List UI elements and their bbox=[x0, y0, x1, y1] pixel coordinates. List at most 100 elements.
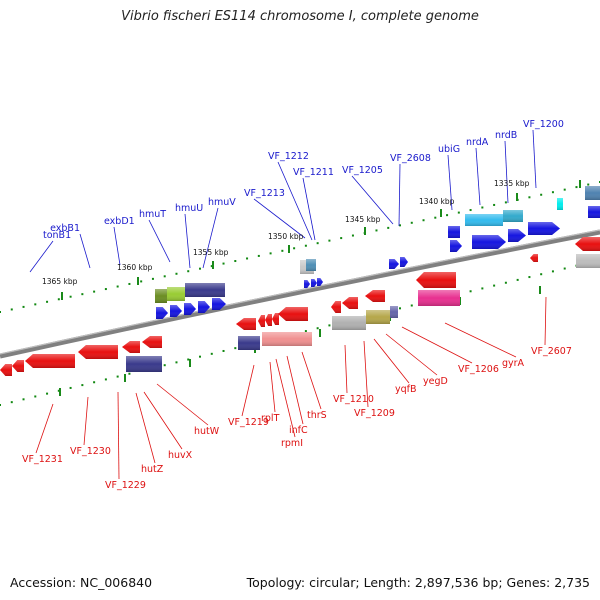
reverse-gene-arrow-shade bbox=[78, 345, 118, 359]
forward-gene-label: exbB1 bbox=[50, 223, 80, 234]
upper-ruler-dot bbox=[351, 234, 354, 237]
upper-ruler-dot bbox=[434, 216, 437, 219]
upper-ruler-dot bbox=[375, 229, 378, 232]
reverse-gene-arrow-shade bbox=[265, 314, 272, 326]
feature-block-shade bbox=[465, 214, 503, 226]
upper-ruler-dot bbox=[328, 239, 331, 242]
forward-leader-line bbox=[475, 147, 481, 206]
scale-label: 1345 kbp bbox=[345, 215, 381, 224]
forward-leader-line bbox=[148, 219, 171, 263]
feature-block-shade bbox=[167, 287, 185, 301]
upper-ruler-dot bbox=[128, 282, 131, 285]
reverse-gene-arrow-shade bbox=[0, 364, 12, 376]
lower-ruler-dot bbox=[516, 278, 519, 281]
upper-ruler-dot bbox=[234, 260, 237, 263]
reverse-leader-line bbox=[401, 326, 473, 364]
label-leaders bbox=[29, 129, 547, 480]
reverse-gene-label: thrS bbox=[307, 410, 327, 421]
lower-ruler-dot bbox=[175, 361, 178, 364]
upper-ruler-dot bbox=[399, 224, 401, 227]
forward-leader-line bbox=[398, 163, 401, 227]
upper-ruler-dot bbox=[469, 209, 472, 212]
lower-ruler-dot bbox=[504, 281, 507, 284]
forward-gene-arrow-shade bbox=[317, 278, 323, 286]
backbone-highlight bbox=[0, 229, 600, 355]
upper-ruler-dot bbox=[210, 265, 213, 268]
forward-leader-line bbox=[184, 213, 191, 269]
reverse-leader-line bbox=[444, 322, 517, 358]
upper-ruler-dot bbox=[22, 305, 25, 308]
forward-gene-arrow-shade bbox=[448, 226, 460, 238]
forward-gene-label: VF_1212 bbox=[268, 151, 309, 162]
genome-summary: Topology: circular; Length: 2,897,536 bp… bbox=[246, 575, 590, 590]
reverse-gene-label: rplT bbox=[261, 413, 280, 424]
lower-ruler-dot bbox=[34, 395, 37, 398]
feature-block-shade bbox=[557, 198, 563, 210]
reverse-leader-line bbox=[143, 391, 183, 450]
reverse-leader-line bbox=[286, 355, 304, 425]
forward-leader-line bbox=[277, 161, 313, 241]
forward-gene-arrow-shade bbox=[528, 222, 560, 235]
reverse-gene-label: yqfB bbox=[395, 384, 417, 395]
forward-gene-label: VF_1211 bbox=[293, 167, 334, 178]
feature-block-shade bbox=[306, 259, 316, 271]
feature-block-shade bbox=[262, 332, 312, 346]
reverse-gene-label: hutW bbox=[194, 426, 220, 437]
scale-label: 1360 kbp bbox=[117, 263, 153, 272]
forward-gene-label: VF_1213 bbox=[244, 188, 285, 199]
upper-ruler-dot bbox=[199, 267, 201, 270]
feature-block-shade bbox=[418, 290, 460, 306]
upper-ruler-dot bbox=[340, 237, 343, 240]
upper-ruler-dot bbox=[116, 285, 119, 288]
lower-ruler-dot bbox=[69, 386, 72, 389]
forward-gene-arrow-shade bbox=[400, 257, 408, 267]
forward-gene-label: nrdA bbox=[466, 137, 489, 148]
upper-ruler-dot bbox=[57, 298, 60, 301]
lower-ruler-dot bbox=[469, 290, 472, 293]
lower-ruler-dot bbox=[57, 389, 60, 392]
reverse-gene-arrow-shade bbox=[25, 354, 75, 368]
reverse-gene-arrow-shade bbox=[258, 315, 265, 327]
forward-gene-label: VF_1205 bbox=[342, 165, 383, 176]
feature-block-shade bbox=[126, 356, 162, 372]
lower-ruler-dot bbox=[116, 375, 119, 378]
reverse-gene-label: infC bbox=[289, 425, 308, 436]
reverse-gene-label: VF_1209 bbox=[354, 408, 395, 419]
lower-ruler-dot bbox=[187, 358, 190, 361]
reverse-leader-line bbox=[363, 340, 369, 408]
forward-gene-arrow-shade bbox=[212, 298, 226, 310]
upper-ruler-dot bbox=[269, 252, 272, 255]
lower-major-tick bbox=[539, 286, 541, 294]
map-title: Vibrio fischeri ES114 chromosome I, comp… bbox=[121, 9, 479, 24]
reverse-gene-arrow-shade bbox=[342, 297, 358, 309]
forward-leader-line bbox=[113, 226, 121, 266]
upper-major-tick bbox=[516, 193, 518, 201]
feature-block-shade bbox=[503, 210, 523, 222]
forward-gene-arrow-shade bbox=[588, 206, 600, 218]
upper-major-tick bbox=[364, 227, 366, 235]
forward-leader-line bbox=[202, 207, 219, 269]
lower-ruler-dot bbox=[46, 392, 49, 395]
forward-leader-line bbox=[447, 154, 453, 211]
scale-label: 1355 kbp bbox=[193, 248, 229, 257]
upper-ruler-dot bbox=[563, 188, 566, 191]
scale-label: 1365 kbp bbox=[42, 277, 78, 286]
upper-ruler-dot bbox=[540, 193, 543, 196]
forward-gene-label: hmuT bbox=[139, 209, 166, 220]
lower-ruler-dot bbox=[222, 349, 225, 352]
feature-block-shade bbox=[155, 289, 167, 303]
forward-leader-line bbox=[79, 233, 91, 269]
forward-gene-arrow-shade bbox=[304, 280, 310, 288]
upper-ruler-dot bbox=[281, 249, 284, 252]
lower-ruler-dot bbox=[328, 324, 331, 327]
upper-ruler-dot bbox=[587, 183, 590, 186]
forward-gene-arrow-shade bbox=[450, 240, 462, 252]
reverse-leader-line bbox=[385, 333, 438, 376]
forward-gene-label: nrdB bbox=[495, 130, 517, 141]
chromosome-backbone bbox=[0, 229, 600, 359]
reverse-gene-arrow-shade bbox=[416, 272, 456, 288]
feature-block-shade bbox=[576, 254, 600, 268]
forward-gene-arrow-shade bbox=[508, 229, 526, 242]
reverse-gene-arrow-shade bbox=[278, 307, 308, 321]
